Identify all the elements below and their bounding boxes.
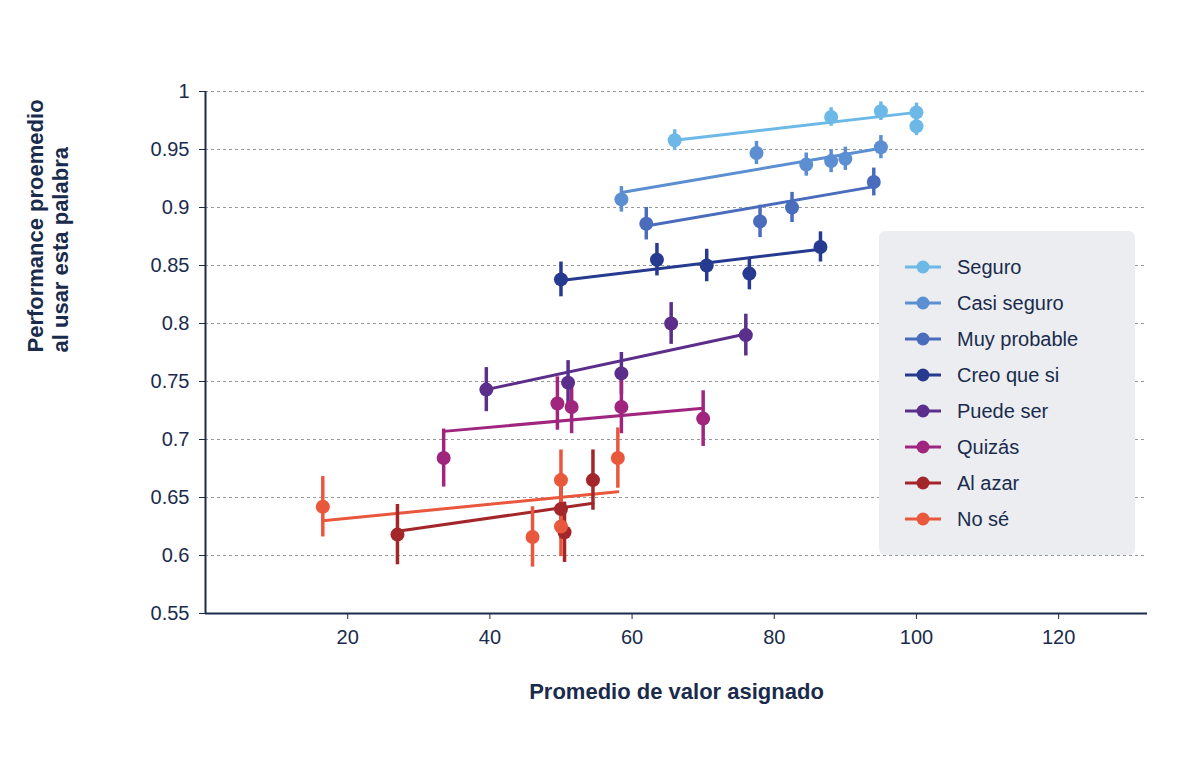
html-text:Creo que si: Creo que si [957,363,1060,386]
svg-text:0.75: 0.75 [151,370,190,392]
html-text:Quizás: Quizás [957,435,1020,458]
svg-text:120: 120 [1042,626,1075,648]
svg-text:0.6: 0.6 [162,544,190,566]
html-text:Muy probable: Muy probable [957,327,1079,350]
svg-text:80: 80 [763,626,785,648]
html-text:Casi seguro: Casi seguro [957,291,1064,314]
html-text:Al azar: Al azar [957,471,1020,494]
svg-text:0.8: 0.8 [162,312,190,334]
svg-text:0.65: 0.65 [151,486,190,508]
svg-text:0.7: 0.7 [162,428,190,450]
svg-text:40: 40 [479,626,501,648]
svg-text:0.95: 0.95 [151,138,190,160]
svg-text:Performance proemedioal usar e: Performance proemedioal usar esta palabr… [23,99,73,352]
svg-text:0.85: 0.85 [151,254,190,276]
svg-text:100: 100 [900,626,933,648]
svg-text:1: 1 [178,80,189,102]
svg-text:Promedio de valor asignado: Promedio de valor asignado [529,679,824,704]
svg-text:60: 60 [621,626,643,648]
svg-text:0.55: 0.55 [151,602,190,624]
html-text:No sé: No sé [957,507,1010,530]
svg-text:0.9: 0.9 [162,196,190,218]
html-text:Puede ser: Puede ser [957,399,1049,422]
html-text:Seguro: Seguro [957,255,1022,278]
svg-text:20: 20 [337,626,359,648]
